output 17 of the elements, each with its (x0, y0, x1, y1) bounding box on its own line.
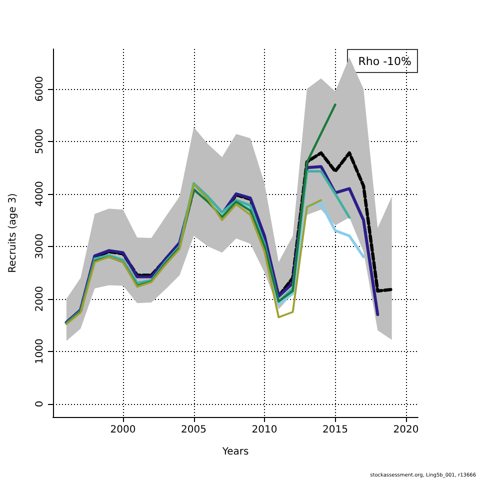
x-axis-title: Years (221, 446, 249, 458)
x-tick-label: 2015 (322, 424, 348, 436)
line-series (65, 183, 322, 326)
y-tick-label: 3000 (34, 234, 46, 260)
y-tick-label: 4000 (34, 181, 46, 207)
x-tick-label: 2020 (393, 424, 419, 436)
y-tick-label: 6000 (34, 76, 46, 102)
y-axis-title: Recruits (age 3) (8, 193, 18, 273)
line-series (65, 104, 336, 325)
y-tick-label: 0 (34, 400, 46, 408)
x-tick-label: 2005 (181, 424, 206, 436)
x-tick-label: 2000 (110, 424, 136, 436)
annotation: Rho -10% (358, 55, 412, 68)
y-tick-label: 5000 (34, 128, 46, 154)
y-tick-label: 1000 (34, 338, 46, 364)
y-tick-label: 2000 (34, 286, 46, 312)
x-tick-label: 2010 (252, 424, 278, 436)
